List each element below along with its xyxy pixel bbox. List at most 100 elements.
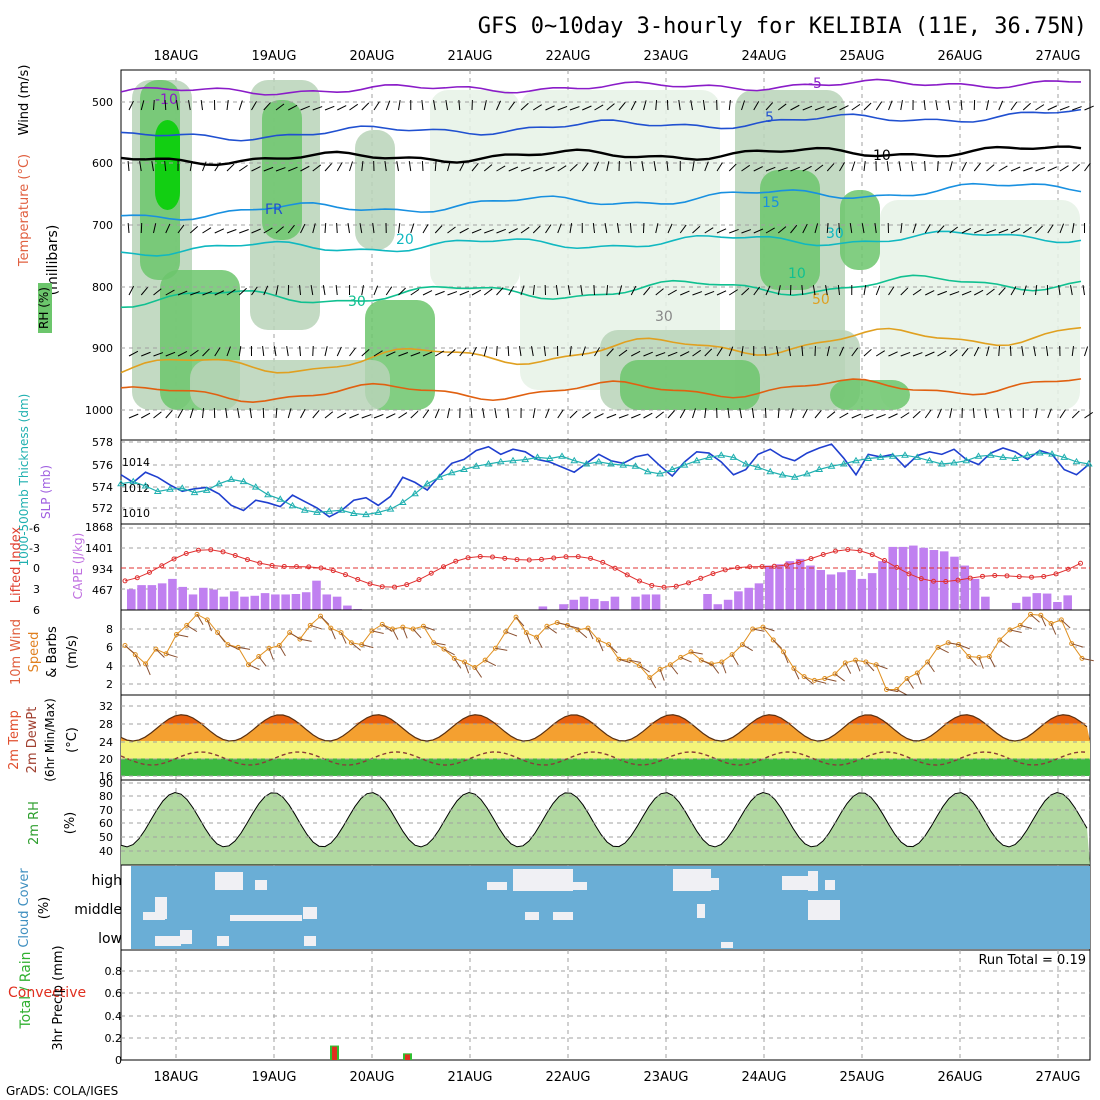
wind10-barb: [814, 679, 827, 684]
wind-barb: [594, 413, 604, 419]
wind10-barb: [876, 664, 888, 670]
wind-barb: [557, 165, 567, 172]
thickness-marker: [594, 457, 603, 465]
wind10-barb: [464, 661, 470, 674]
wind-speed-marker: [287, 630, 293, 636]
thickness-marker: [325, 507, 334, 514]
rh-shading: [132, 80, 1080, 410]
wind-barb: [433, 100, 436, 111]
wind-barb: [888, 351, 898, 357]
wind-speed-marker: [513, 614, 519, 620]
cape-bar: [250, 595, 260, 610]
thickness-marker: [1011, 454, 1020, 461]
wind-barb: [961, 290, 972, 296]
wind-speed-marker: [194, 611, 200, 617]
wind-speed-marker: [143, 661, 149, 667]
wind-speed-marker: [616, 656, 622, 662]
isotherm-label: 15: [762, 195, 780, 211]
wind-barb: [507, 345, 510, 357]
wind-barb: [153, 288, 162, 296]
cape-bar: [260, 593, 270, 610]
axis-label: RH (%): [37, 287, 51, 329]
thickness-marker: [545, 454, 554, 461]
wind-barb: [1047, 166, 1058, 172]
wind-barb: [508, 286, 515, 296]
wind-barb: [165, 351, 176, 357]
cape-bar: [837, 572, 846, 610]
wind-barb: [359, 223, 363, 234]
cape-bar: [857, 578, 867, 610]
wind-speed-marker: [986, 654, 992, 659]
wind-barb: [643, 412, 653, 419]
thickness-marker: [484, 460, 493, 467]
wind-barb: [434, 350, 445, 357]
cape-bar: [281, 594, 290, 610]
wind10-barb: [988, 656, 996, 668]
wind-barb: [680, 290, 690, 296]
isotherm-label: -10: [155, 92, 178, 108]
wind10-barb: [577, 629, 588, 639]
wind-barb: [986, 288, 995, 296]
wind-barb: [692, 408, 696, 419]
wind-speed-marker: [132, 652, 138, 658]
wind-barb: [202, 227, 212, 234]
wind-barb: [961, 227, 972, 234]
wind-barb: [751, 408, 755, 419]
wind10-barb: [701, 659, 713, 666]
wind-barb: [288, 104, 298, 111]
cape-bar: [271, 594, 280, 610]
wind-barb: [483, 346, 488, 357]
wind-barb: [704, 408, 707, 419]
wind-barb: [653, 161, 657, 172]
cloud-level-label: middle: [74, 902, 122, 918]
wind-barb: [421, 100, 424, 111]
wind-barb: [322, 285, 326, 296]
cape-bar: [1042, 593, 1052, 610]
cape-bar: [847, 570, 856, 610]
thickness-marker: [374, 508, 383, 515]
axis-label: 2m Temp: [7, 710, 22, 770]
wind-barb: [898, 161, 902, 172]
wind-barb: [802, 105, 813, 111]
wind-barb: [447, 408, 450, 419]
wind-barb: [716, 228, 727, 234]
wind-barb: [643, 100, 647, 111]
wind-barb: [458, 99, 461, 111]
cloud-block: [573, 882, 587, 890]
thickness-marker: [729, 453, 738, 460]
wind-barb: [447, 226, 456, 234]
wind-barb: [300, 165, 310, 172]
wind-barb: [287, 408, 292, 419]
li-marker: [147, 569, 152, 575]
li-marker: [1004, 573, 1010, 579]
tick-label: 32: [99, 700, 113, 713]
wind-barb: [312, 164, 322, 172]
wind-barb: [1059, 409, 1066, 419]
wind10-barb: [402, 626, 408, 639]
tick-label: 24: [99, 736, 113, 749]
isotherm-label: 20: [396, 232, 414, 248]
wind-barb: [275, 407, 278, 419]
wind-speed-marker: [770, 637, 776, 643]
wind-speed-marker: [451, 655, 457, 661]
wind-speed-marker: [441, 646, 447, 652]
tick-label: 0.4: [105, 1010, 123, 1023]
wind-barb: [482, 408, 485, 419]
cloud-block: [143, 912, 165, 920]
wind-speed-marker: [678, 654, 684, 660]
wind10-barb: [443, 648, 455, 656]
wind-barb: [839, 162, 845, 172]
wind-barb: [1047, 408, 1052, 419]
wind-barb: [851, 103, 861, 111]
wind-barb: [226, 346, 231, 357]
cape-bar: [764, 565, 774, 610]
wind10-barb: [1020, 624, 1032, 629]
wind-barb: [226, 163, 235, 172]
wind-barb: [606, 348, 614, 357]
wind10-barb: [999, 639, 1010, 648]
wind10-barb: [937, 646, 949, 654]
wind-barb: [471, 162, 479, 172]
rh-line: [120, 792, 1088, 848]
tick-label: 576: [92, 459, 113, 472]
